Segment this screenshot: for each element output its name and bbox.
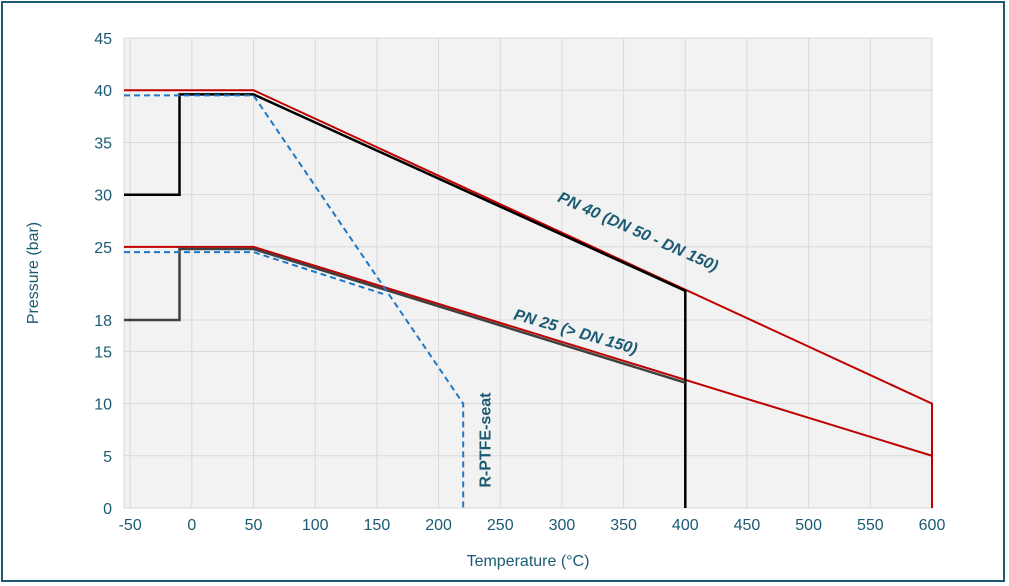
y-tick-label: 40 xyxy=(94,83,112,100)
x-axis-ticks: -50 0 50 100 150 200 250 300 350 400 450 500 550 600 xyxy=(119,517,946,534)
x-tick-label: 400 xyxy=(672,517,699,534)
y-tick-label: 18 xyxy=(94,313,112,330)
x-tick-label: 0 xyxy=(187,517,196,534)
y-tick-label: 5 xyxy=(103,449,112,466)
x-tick-label: 600 xyxy=(919,517,946,534)
x-tick-label: 100 xyxy=(302,517,329,534)
series-line-pn25_body xyxy=(124,247,686,384)
x-tick-label: 500 xyxy=(795,517,822,534)
y-tick-label: 10 xyxy=(94,397,112,414)
x-tick-label: 250 xyxy=(487,517,514,534)
plot-area xyxy=(124,38,932,508)
series-line-seat_pn25 xyxy=(124,251,384,295)
x-tick-label: -50 xyxy=(119,517,142,534)
x-tick-label: 200 xyxy=(425,517,452,534)
y-axis-ticks: 0 5 10 15 18 25 30 35 40 45 xyxy=(94,31,112,518)
y-tick-label: 25 xyxy=(94,240,112,257)
x-tick-label: 300 xyxy=(549,517,576,534)
y-axis-label: Pressure (bar) xyxy=(25,222,42,324)
y-tick-label: 45 xyxy=(94,31,112,48)
y-tick-label: 15 xyxy=(94,344,112,361)
annotation-label: R-PTFE-seat xyxy=(477,392,494,488)
series-group xyxy=(124,89,933,508)
x-tick-label: 50 xyxy=(245,517,263,534)
y-tick-label: 0 xyxy=(103,501,112,518)
x-tick-label: 450 xyxy=(734,517,761,534)
x-tick-label: 150 xyxy=(364,517,391,534)
series-line-pn25_rating xyxy=(124,245,933,508)
grid-lines xyxy=(123,37,933,509)
y-tick-label: 35 xyxy=(94,135,112,152)
y-tick-label: 30 xyxy=(94,188,112,205)
x-tick-label: 550 xyxy=(857,517,884,534)
x-axis-label: Temperature (°C) xyxy=(467,553,590,570)
series-line-seat_pn40 xyxy=(124,94,465,508)
x-tick-label: 350 xyxy=(610,517,637,534)
